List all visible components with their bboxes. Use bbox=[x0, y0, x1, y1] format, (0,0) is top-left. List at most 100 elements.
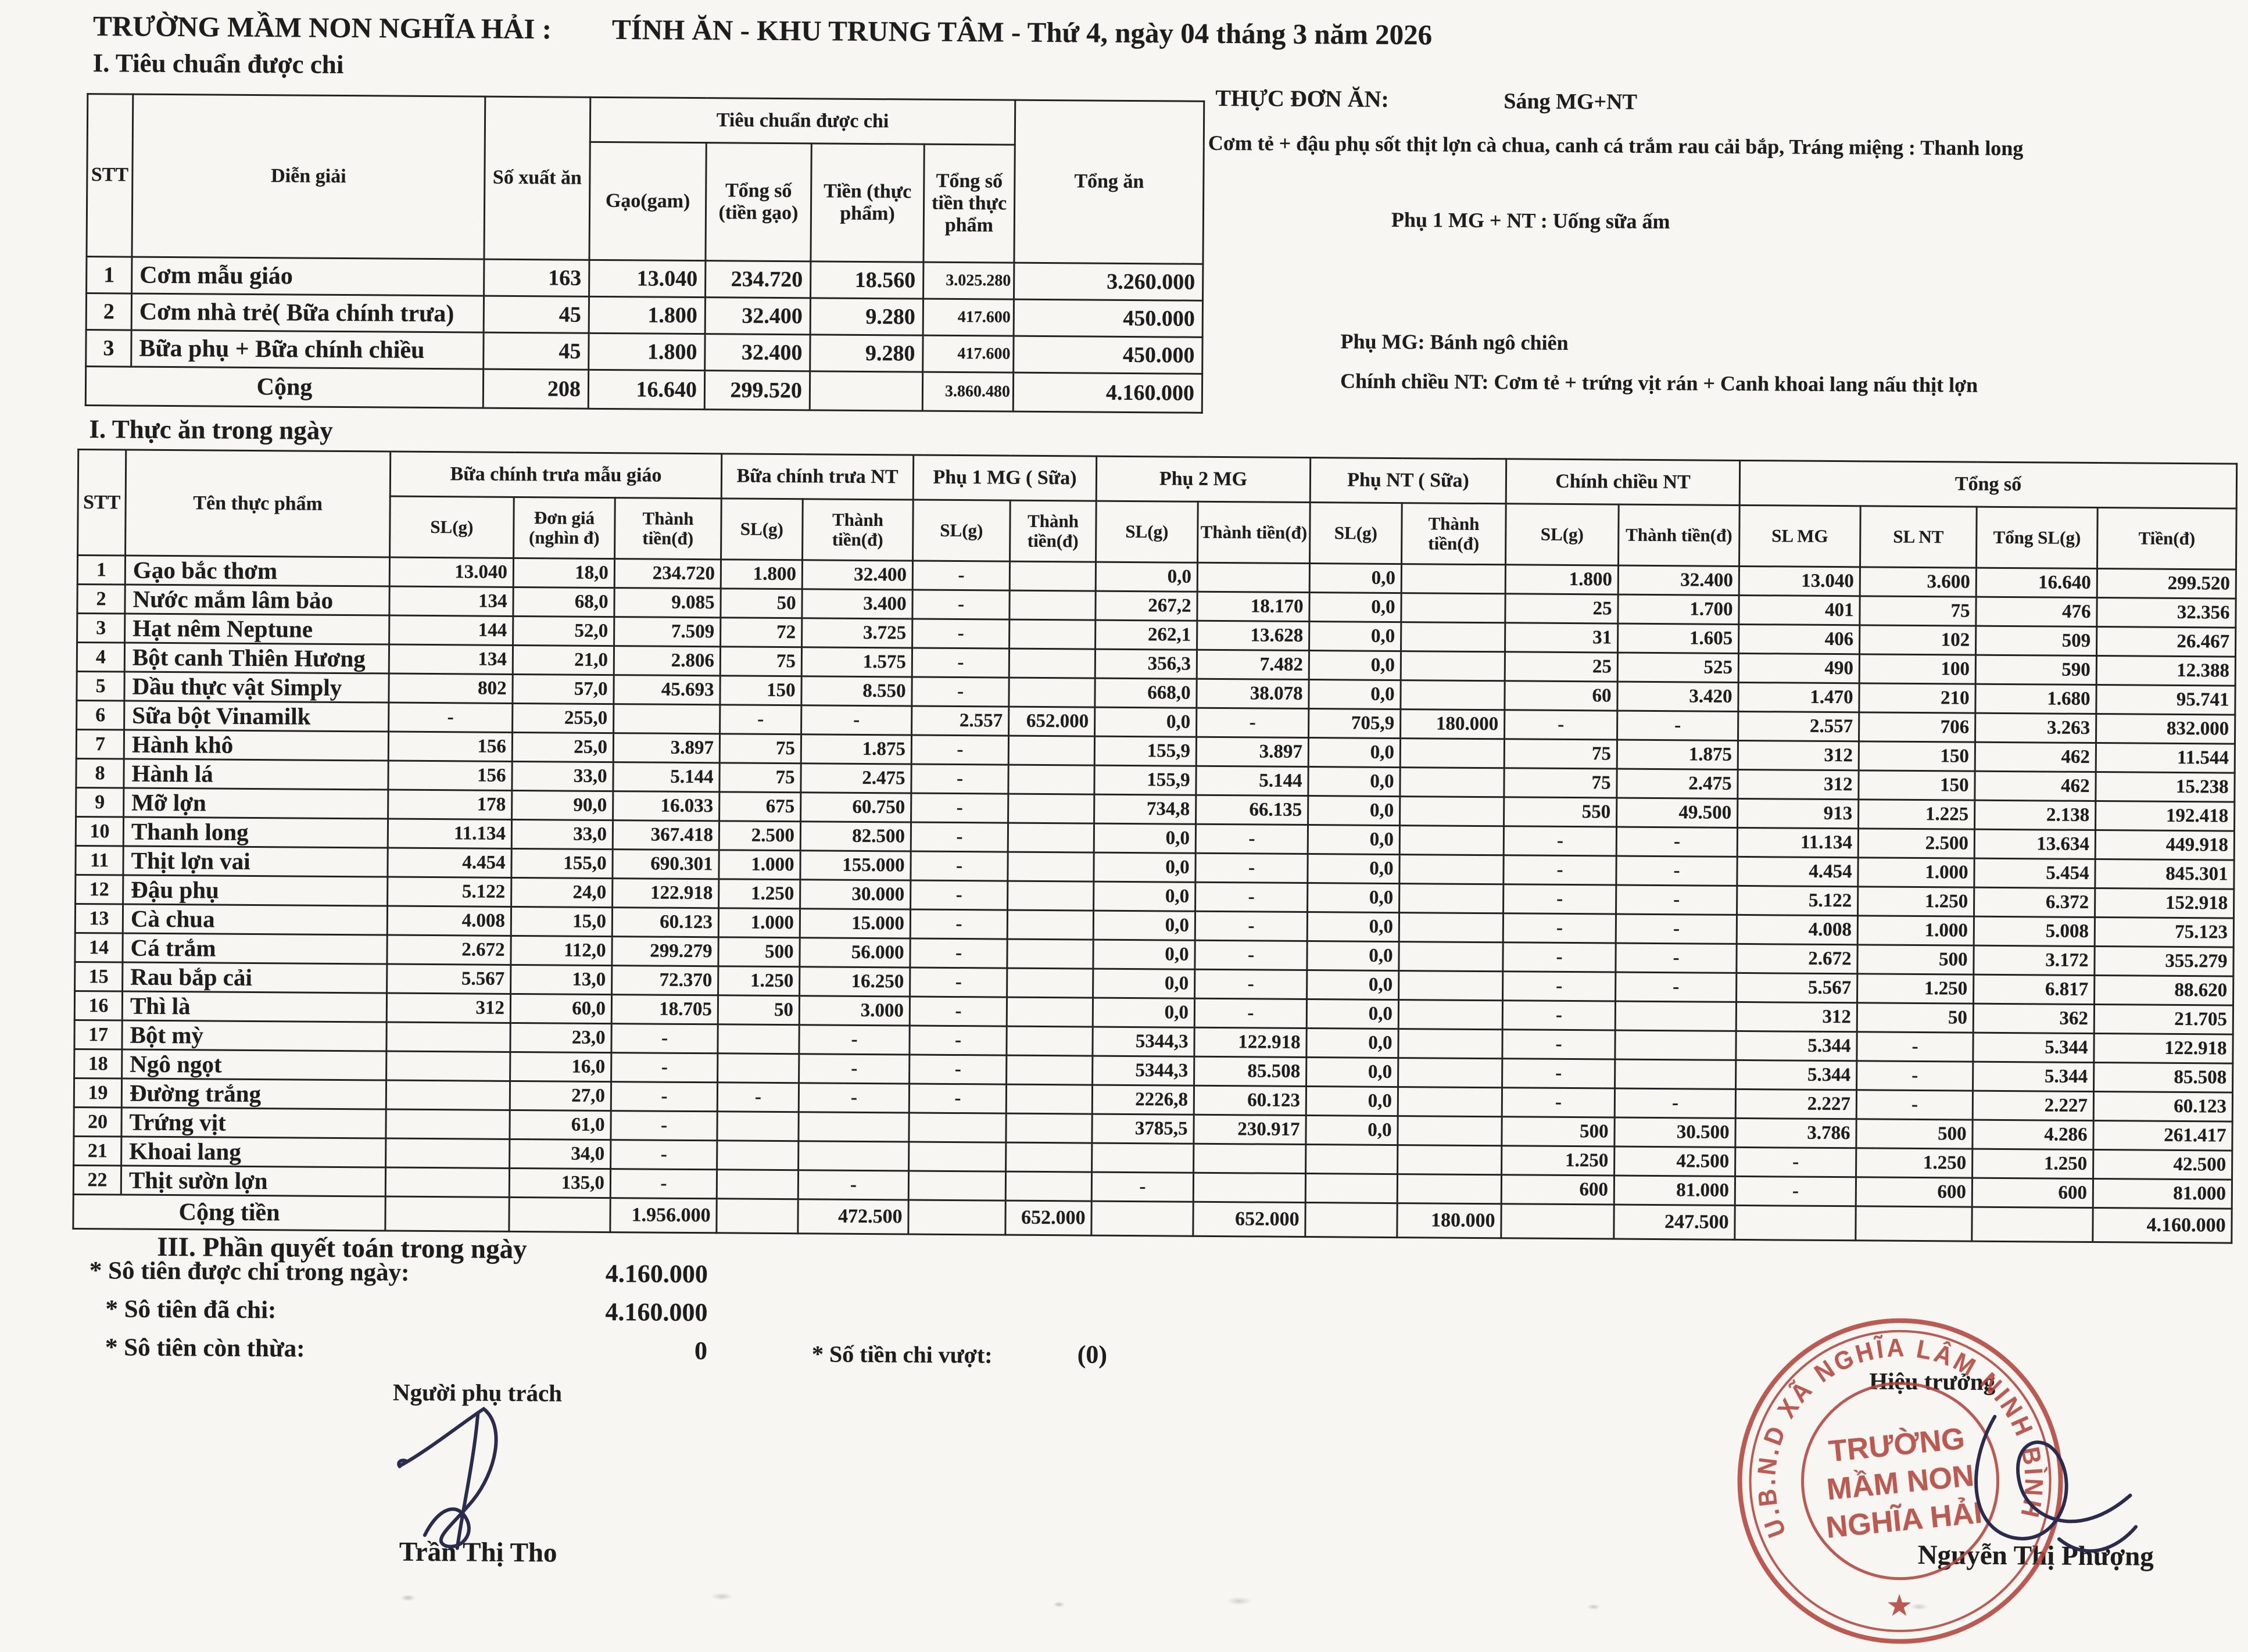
cell: 2.557 bbox=[911, 706, 1009, 736]
cell: 0,0 bbox=[1306, 1057, 1398, 1087]
cell: 72 bbox=[720, 617, 802, 647]
total-cell: 652.000 bbox=[1193, 1202, 1306, 1237]
cell: 19 bbox=[74, 1078, 122, 1108]
cell bbox=[1193, 1173, 1306, 1203]
signature-left-image bbox=[397, 1406, 498, 1550]
cell: 356,3 bbox=[1095, 649, 1197, 679]
cell: 15.238 bbox=[2095, 772, 2235, 802]
cell: 56.000 bbox=[799, 937, 911, 967]
cell: 4.454 bbox=[1737, 857, 1859, 887]
cell: 4.286 bbox=[1972, 1120, 2094, 1150]
cell: 155,9 bbox=[1094, 765, 1197, 795]
cell: 0,0 bbox=[1308, 766, 1401, 797]
cell: 3.600 bbox=[1860, 567, 1977, 597]
cell: - bbox=[610, 1169, 717, 1199]
cell: 417.600 bbox=[923, 299, 1014, 336]
cell: 0,0 bbox=[1308, 825, 1400, 855]
settlement-remaining-value: 0 bbox=[694, 1336, 708, 1366]
cell: 178 bbox=[388, 790, 512, 820]
item-name: Hạt nêm Neptune bbox=[124, 614, 389, 645]
cell bbox=[1615, 1001, 1737, 1031]
cell: 122.918 bbox=[2093, 1033, 2233, 1064]
cell: 112,0 bbox=[510, 936, 613, 966]
cell: 150 bbox=[719, 675, 802, 705]
cell bbox=[1615, 1059, 1736, 1090]
menu-line-afternoon: Chính chiều NT: Cơm tẻ + trứng vịt rán +… bbox=[1340, 369, 1978, 397]
cell: - bbox=[910, 938, 1008, 969]
cell: - bbox=[911, 735, 1009, 765]
cell: 11.134 bbox=[388, 819, 512, 849]
cell: 25 bbox=[1505, 593, 1619, 624]
item-name: Mỡ lợn bbox=[123, 788, 388, 819]
cell: 95.741 bbox=[2096, 685, 2236, 715]
item-name: Thịt sườn lợn bbox=[121, 1165, 386, 1197]
cell: 32.400 bbox=[705, 297, 811, 335]
cell: - bbox=[1194, 998, 1307, 1029]
cell: - bbox=[611, 1023, 718, 1053]
cell: 449.918 bbox=[2095, 830, 2235, 861]
cell: 16.640 bbox=[1976, 568, 2097, 598]
standards-table: STT Diễn giải Số xuất ăn Tiêu chuẩn được… bbox=[85, 93, 1205, 414]
cell: 0,0 bbox=[1306, 1086, 1398, 1116]
cell: - bbox=[1616, 914, 1737, 944]
cell: 6.372 bbox=[1974, 887, 2095, 918]
cell: 1.800 bbox=[1505, 564, 1619, 595]
sub-total-sl: Tổng SL(g) bbox=[1976, 507, 2098, 569]
col-total-meal: Tổng ăn bbox=[1014, 100, 1204, 264]
sub-sl-nt: SL NT bbox=[1860, 506, 1977, 568]
cell: 312 bbox=[1738, 740, 1859, 771]
cell bbox=[717, 1169, 799, 1199]
cell: 18 bbox=[74, 1049, 122, 1079]
cell: 2.557 bbox=[1738, 711, 1859, 741]
cell: 3.786 bbox=[1735, 1118, 1857, 1148]
cell bbox=[1398, 1029, 1503, 1059]
cell: - bbox=[909, 1054, 1007, 1085]
cell: 144 bbox=[389, 615, 513, 646]
cell: 150 bbox=[1858, 770, 1975, 801]
item-name: Nước mắm lâm bảo bbox=[124, 585, 390, 616]
cell bbox=[1305, 1144, 1398, 1174]
cell: - bbox=[1856, 1090, 1973, 1120]
cell bbox=[1398, 999, 1503, 1030]
sub-sl: SL(g) bbox=[1096, 501, 1198, 563]
cell: 25,0 bbox=[512, 732, 614, 762]
cell: - bbox=[1502, 971, 1616, 1002]
cell bbox=[1009, 619, 1096, 650]
cell: 24,0 bbox=[511, 877, 613, 908]
cell bbox=[1399, 825, 1504, 855]
cell: 2.227 bbox=[1735, 1089, 1857, 1119]
cell: 3.897 bbox=[1196, 737, 1309, 767]
cell: 1.575 bbox=[801, 647, 912, 678]
col-rice-money: Tổng số (tiền gạo) bbox=[705, 142, 812, 261]
cell: 8.550 bbox=[801, 676, 912, 707]
cell: 3.420 bbox=[1617, 682, 1739, 712]
cell: 1.800 bbox=[589, 296, 706, 334]
cell: 2226,8 bbox=[1092, 1085, 1194, 1115]
cell: 18.560 bbox=[810, 261, 923, 299]
col-rice-grams: Gạo(gam) bbox=[589, 142, 707, 261]
cell: 5.344 bbox=[1735, 1031, 1857, 1061]
settlement-overspent-value: (0) bbox=[1077, 1340, 1108, 1369]
cell: - bbox=[1856, 1031, 1974, 1062]
cell: 262,1 bbox=[1095, 620, 1197, 650]
cell: 590 bbox=[1975, 655, 2097, 685]
cell: 85.508 bbox=[1194, 1056, 1306, 1087]
cell: 1.250 bbox=[1857, 973, 1974, 1004]
cell: 1.250 bbox=[1857, 886, 1974, 917]
cell: 15.000 bbox=[800, 908, 911, 938]
cell: 2 bbox=[77, 584, 126, 614]
cell: - bbox=[1195, 911, 1308, 941]
cell bbox=[1006, 1055, 1093, 1085]
cell bbox=[717, 1053, 799, 1083]
cell: 550 bbox=[1504, 797, 1617, 827]
cell bbox=[1005, 1142, 1092, 1173]
cell: 5.567 bbox=[386, 964, 511, 994]
item-name: Cơm mẫu giáo bbox=[131, 257, 484, 296]
cell: - bbox=[1615, 972, 1737, 1002]
cell: 134 bbox=[389, 644, 513, 675]
cell: - bbox=[1503, 913, 1616, 944]
group-snack-nt: Phụ NT ( Sữa) bbox=[1310, 457, 1506, 504]
cell: 13.634 bbox=[1974, 829, 2096, 859]
cell: 32.400 bbox=[704, 334, 811, 371]
cell: 75 bbox=[1504, 768, 1617, 798]
